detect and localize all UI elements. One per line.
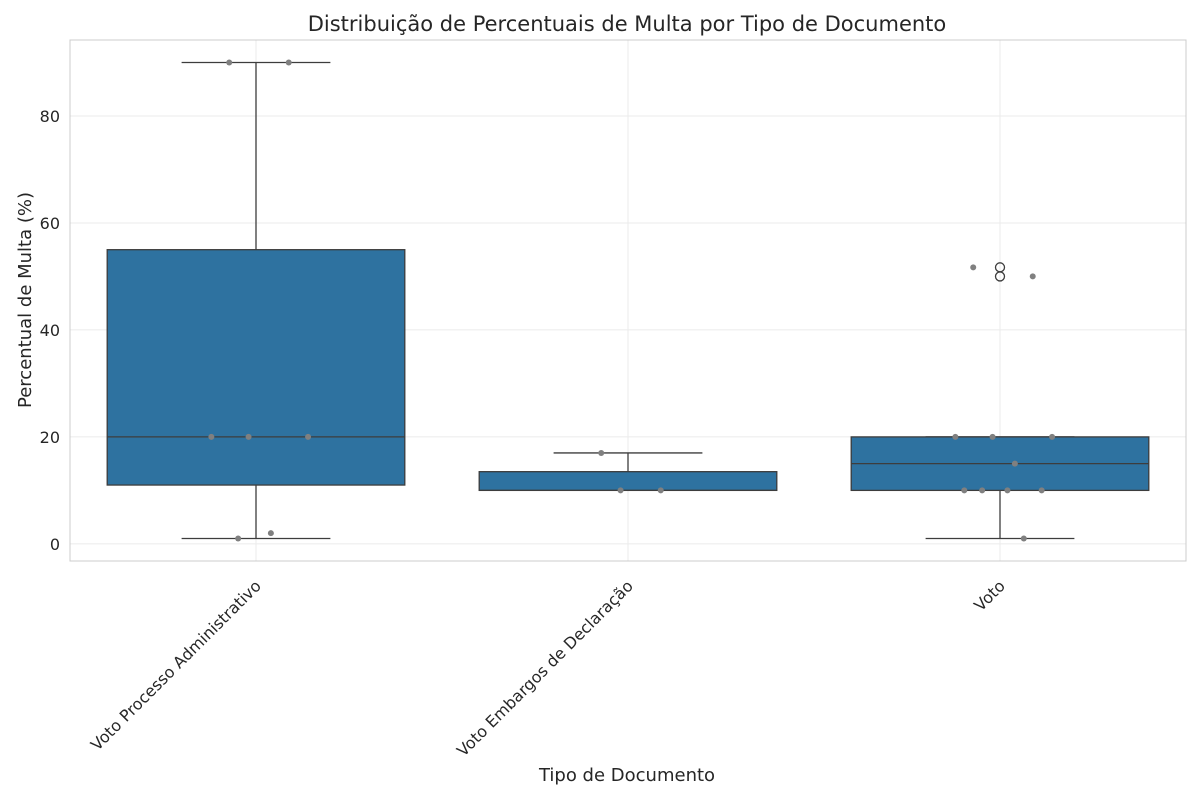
chart-title: Distribuição de Percentuais de Multa por… — [308, 12, 947, 36]
data-point — [285, 59, 292, 66]
data-point — [1004, 487, 1011, 494]
x-axis-label: Tipo de Documento — [538, 765, 715, 786]
y-tick-label: 20 — [40, 428, 60, 447]
y-tick-labels: 0 20 40 60 80 — [40, 107, 60, 554]
data-point — [305, 433, 312, 440]
x-tick-labels: Voto Processo Administrativo Voto Embargo… — [87, 576, 1009, 760]
point-layer — [208, 59, 1056, 542]
box-iqr — [106, 249, 406, 486]
y-axis-label: Percentual de Multa (%) — [15, 192, 36, 408]
y-tick-label: 40 — [40, 321, 60, 340]
data-point — [1029, 273, 1036, 280]
y-tick-label: 80 — [40, 107, 60, 126]
data-point — [245, 433, 252, 440]
x-tick-label: Voto Embargos de Declaração — [453, 576, 637, 760]
data-point — [657, 487, 664, 494]
y-tick-label: 0 — [50, 535, 60, 554]
x-tick-label: Voto Processo Administrativo — [87, 576, 265, 754]
data-point — [989, 433, 996, 440]
data-point — [598, 449, 605, 456]
box-iqr — [478, 471, 778, 492]
box-layer — [106, 61, 1150, 540]
plot-frame — [69, 39, 1187, 562]
data-point — [979, 487, 986, 494]
data-point — [1038, 487, 1045, 494]
data-point — [952, 433, 959, 440]
data-point — [961, 487, 968, 494]
x-tick-label: Voto — [970, 576, 1009, 615]
data-point — [1020, 535, 1027, 542]
y-tick-label: 60 — [40, 214, 60, 233]
data-point — [226, 59, 233, 66]
data-point — [235, 535, 242, 542]
outlier-marker — [994, 271, 1006, 282]
data-point — [617, 487, 624, 494]
data-point — [208, 433, 215, 440]
data-point — [970, 264, 977, 271]
data-point — [1011, 460, 1018, 467]
data-point — [1049, 433, 1056, 440]
data-point — [267, 530, 274, 537]
